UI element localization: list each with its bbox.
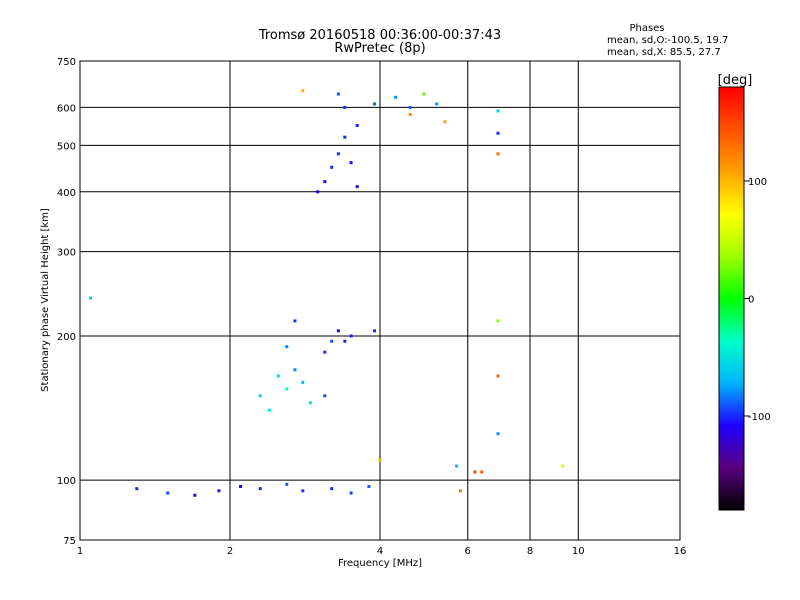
data-point — [239, 484, 243, 488]
y-tick-label: 75 — [63, 536, 76, 547]
plot-frame — [79, 60, 681, 541]
data-point — [323, 180, 327, 184]
data-point — [422, 92, 426, 96]
data-point — [367, 484, 371, 488]
x-tick-label: 4 — [377, 546, 383, 557]
colorbar — [718, 86, 745, 511]
data-point — [473, 470, 477, 474]
x-tick-label: 8 — [527, 546, 533, 557]
x-tick-label: 10 — [572, 546, 585, 557]
data-point — [496, 109, 500, 113]
data-point — [293, 319, 297, 323]
x-tick-label: 2 — [227, 546, 233, 557]
y-tick-label: 200 — [57, 332, 76, 343]
data-point — [496, 374, 500, 378]
data-point — [349, 334, 353, 338]
data-point — [258, 487, 262, 491]
data-point — [355, 124, 359, 128]
data-point — [458, 489, 462, 493]
data-point — [394, 95, 398, 99]
data-point — [336, 152, 340, 156]
colorbar-tick-label: -100 — [748, 412, 771, 423]
x-tick-labels: 1 2 4 6 8 10 16 — [77, 546, 687, 557]
data-point — [217, 489, 221, 493]
data-point — [349, 161, 353, 165]
y-tick-label: 600 — [57, 103, 76, 114]
data-point — [336, 329, 340, 333]
data-point — [408, 105, 412, 109]
data-point — [308, 401, 312, 405]
chart-subtitle: RwPretec (8p) — [334, 41, 425, 56]
legend-heading: Phases — [629, 23, 664, 34]
data-point — [293, 368, 297, 372]
chart-title: Tromsø 20160518 00:36:00-00:37:43 — [258, 28, 501, 43]
colorbar-label: [deg] — [718, 73, 753, 88]
data-point — [435, 102, 439, 106]
colorbar-tick-label: 0 — [748, 295, 754, 306]
y-tick-label: 500 — [57, 141, 76, 152]
x-tick-label: 6 — [465, 546, 471, 557]
legend-line-o: mean, sd,O:-100.5, 19.7 — [607, 35, 728, 46]
y-tick-labels: 75 100 200 300 400 500 600 750 — [57, 57, 76, 547]
data-point — [378, 458, 382, 462]
legend-line-x: mean, sd,X: 85.5, 27.7 — [607, 47, 721, 58]
data-point — [276, 374, 280, 378]
data-point — [301, 89, 305, 93]
data-point — [258, 394, 262, 398]
data-point — [301, 489, 305, 493]
data-point — [285, 345, 289, 349]
data-point — [330, 339, 334, 343]
x-tick-label: 16 — [674, 546, 687, 557]
data-point — [343, 105, 347, 109]
y-tick-label: 300 — [57, 248, 76, 259]
data-point — [193, 493, 197, 497]
x-tick-label: 1 — [77, 546, 83, 557]
data-point — [89, 296, 93, 300]
data-point — [285, 482, 289, 486]
data-point — [349, 491, 353, 495]
plot-grid — [80, 61, 680, 540]
data-point — [316, 190, 320, 194]
colorbar-ticks: 100 0 -100 — [744, 177, 771, 423]
data-point — [373, 102, 377, 106]
data-point — [455, 464, 459, 468]
data-point — [323, 350, 327, 354]
data-point — [166, 491, 170, 495]
data-point — [408, 112, 412, 116]
x-axis-label: Frequency [MHz] — [338, 558, 422, 569]
data-point — [343, 339, 347, 343]
data-point — [496, 152, 500, 156]
data-point — [336, 92, 340, 96]
data-point — [443, 120, 447, 124]
data-point — [343, 135, 347, 139]
y-tick-label: 400 — [57, 188, 76, 199]
y-tick-label: 100 — [57, 476, 76, 487]
data-point — [330, 165, 334, 169]
data-point — [285, 387, 289, 391]
data-point — [355, 185, 359, 189]
y-axis-label: Stationary phase Virtual Height [km] — [40, 208, 51, 392]
data-point — [480, 470, 484, 474]
data-point — [496, 432, 500, 436]
colorbar-tick-label: 100 — [748, 177, 767, 188]
data-point — [323, 394, 327, 398]
y-tick-label: 750 — [57, 57, 76, 68]
data-point — [301, 380, 305, 384]
data-point — [561, 464, 565, 468]
data-points — [89, 89, 565, 497]
data-point — [496, 319, 500, 323]
data-point — [373, 329, 377, 333]
data-point — [267, 408, 271, 412]
data-point — [330, 487, 334, 491]
data-point — [496, 131, 500, 135]
data-point — [135, 487, 139, 491]
